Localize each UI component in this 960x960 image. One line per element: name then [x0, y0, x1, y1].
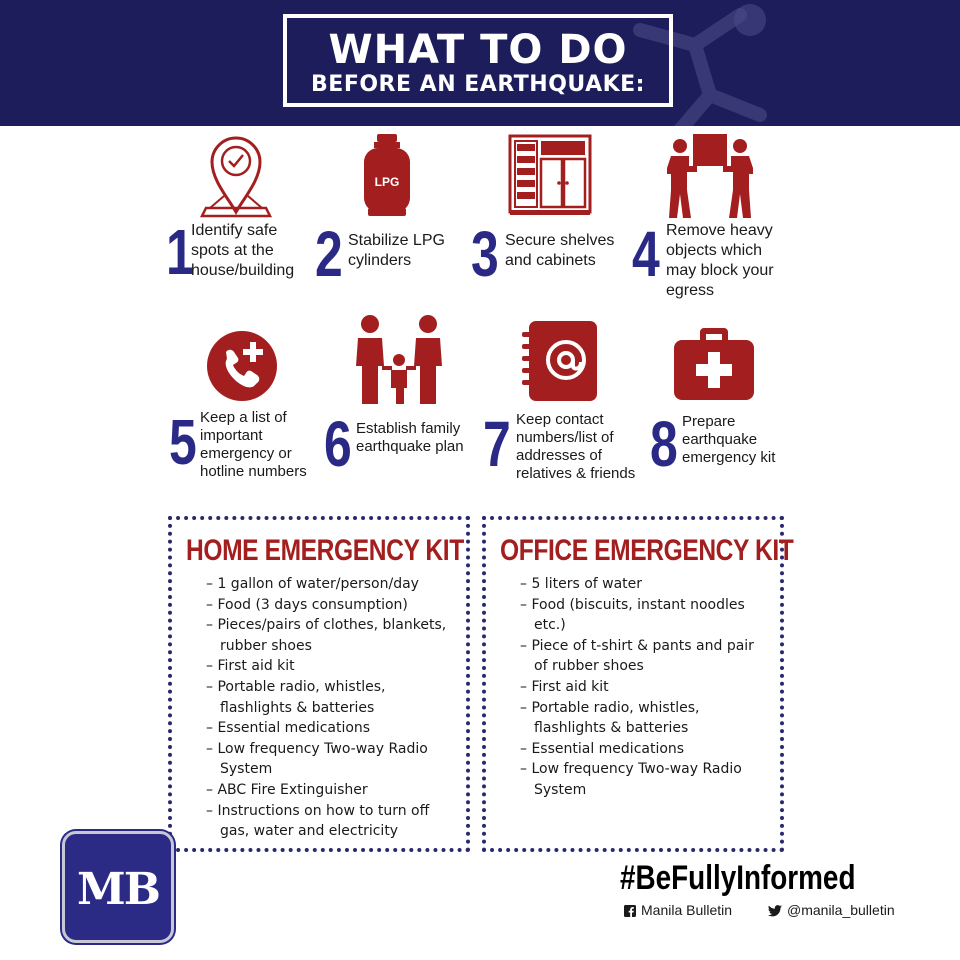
- step-text: Establish family earthquake plan: [356, 420, 464, 455]
- hashtag: #BeFullyInformed: [620, 859, 856, 897]
- list-item: Low frequency Two-way Radio System: [520, 759, 770, 800]
- cabinet-icon: [508, 134, 592, 215]
- address-book-icon: [522, 321, 597, 401]
- list-item: Portable radio, whistles, flashlights & …: [520, 698, 770, 739]
- list-item: First aid kit: [206, 656, 456, 677]
- twitter-link[interactable]: @manila_bulletin: [768, 901, 895, 919]
- step-number: 4: [632, 218, 660, 290]
- office-kit-box: OFFICE EMERGENCY KIT 5 liters of water F…: [482, 516, 794, 852]
- list-item: Pieces/pairs of clothes, blankets, rubbe…: [206, 615, 456, 656]
- list-item: First aid kit: [520, 677, 770, 698]
- home-kit-list: 1 gallon of water/person/day Food (3 day…: [186, 574, 456, 842]
- step-text: Prepare earthquake emergency kit: [682, 413, 776, 466]
- step-text: Keep a list of important emergency or ho…: [200, 409, 307, 480]
- step-text: Keep contact numbers/list of addresses o…: [516, 411, 636, 482]
- falling-person-icon: [633, 4, 767, 126]
- step-text: Remove heavy objects which may block you…: [666, 222, 774, 299]
- phone-icon: [207, 331, 277, 401]
- lpg-cylinder-icon: LPG: [364, 134, 410, 216]
- facebook-label: Manila Bulletin: [641, 902, 733, 918]
- step-text: Identify safe spots at the house/buildin…: [191, 222, 295, 279]
- facebook-link[interactable]: Manila Bulletin: [624, 901, 732, 919]
- step-number: 1: [166, 216, 194, 288]
- list-item: Portable radio, whistles, flashlights & …: [206, 677, 456, 718]
- twitter-icon: [768, 905, 782, 917]
- list-item: Essential medications: [520, 739, 770, 760]
- first-aid-kit-icon: [674, 328, 754, 400]
- step-number: 7: [483, 408, 511, 480]
- home-kit-title: HOME EMERGENCY KIT: [186, 534, 464, 567]
- home-kit-box: HOME EMERGENCY KIT 1 gallon of water/per…: [168, 516, 470, 852]
- list-item: 5 liters of water: [520, 574, 770, 595]
- step-number: 2: [315, 218, 343, 290]
- facebook-icon: [624, 905, 636, 917]
- family-icon: [356, 315, 442, 404]
- list-item: Instructions on how to turn off gas, wat…: [206, 801, 456, 842]
- logo-text: MB: [77, 864, 161, 915]
- title-box: WHAT TO DO BEFORE AN EARTHQUAKE:: [283, 14, 673, 107]
- twitter-label: @manila_bulletin: [787, 902, 895, 918]
- step-text: Stabilize LPG cylinders: [348, 232, 445, 269]
- list-item: Piece of t-shirt & pants and pair of rub…: [520, 636, 770, 677]
- list-item: Essential medications: [206, 718, 456, 739]
- list-item: Food (biscuits, instant noodles etc.): [520, 595, 770, 636]
- location-pin-icon: [199, 136, 273, 218]
- svg-text:LPG: LPG: [375, 175, 400, 189]
- page-subtitle: BEFORE AN EARTHQUAKE:: [311, 72, 645, 97]
- list-item: Food (3 days consumption): [206, 595, 456, 616]
- step-text: Secure shelves and cabinets: [505, 232, 615, 269]
- office-kit-title: OFFICE EMERGENCY KIT: [500, 534, 794, 567]
- step-number: 5: [169, 406, 197, 478]
- page-title: WHAT TO DO: [328, 27, 628, 73]
- people-carrying-box-icon: [667, 134, 753, 218]
- list-item: ABC Fire Extinguisher: [206, 780, 456, 801]
- step-number: 3: [471, 218, 499, 290]
- step-number: 6: [324, 408, 352, 480]
- header-banner: WHAT TO DO BEFORE AN EARTHQUAKE:: [0, 0, 960, 126]
- step-number: 8: [650, 408, 678, 480]
- list-item: Low frequency Two-way Radio System: [206, 739, 456, 780]
- manila-bulletin-logo: MB: [62, 831, 174, 943]
- office-kit-list: 5 liters of water Food (biscuits, instan…: [500, 574, 770, 801]
- list-item: 1 gallon of water/person/day: [206, 574, 456, 595]
